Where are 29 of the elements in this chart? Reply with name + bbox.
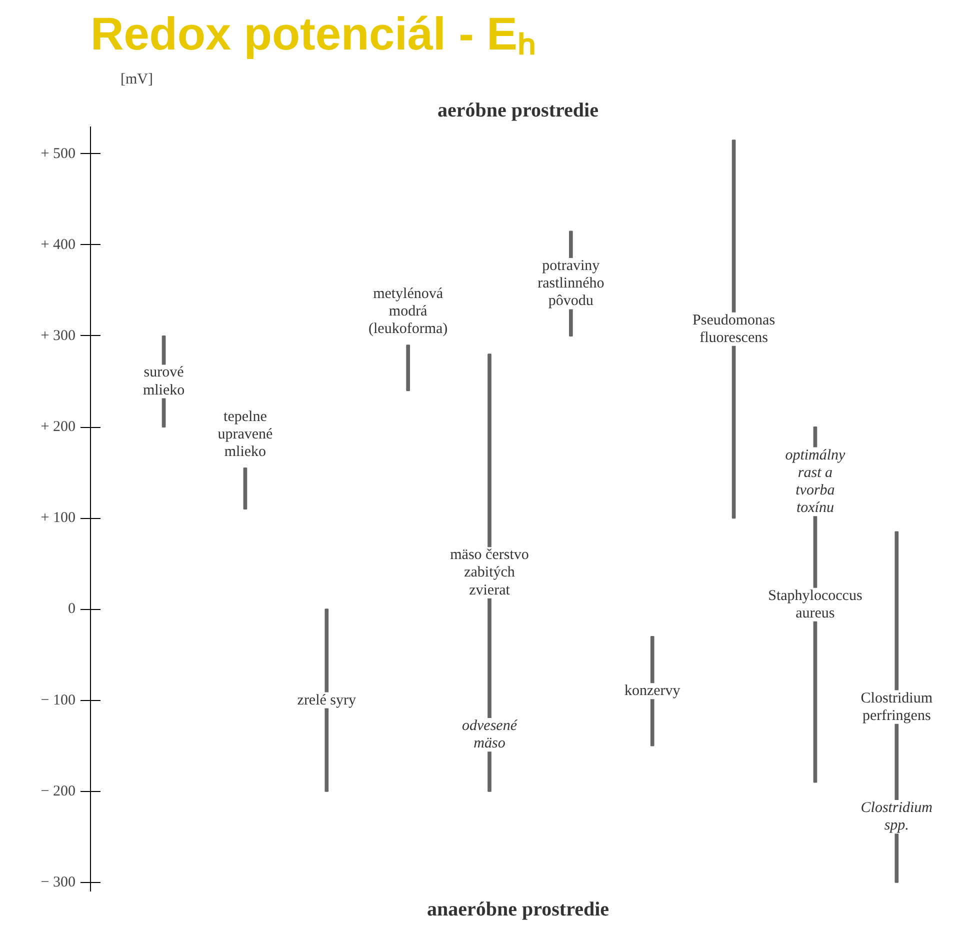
annotation: Clostridium spp.: [860, 800, 933, 834]
x-tick-label: Clostridium perfringens: [860, 690, 933, 724]
y-tick-label: − 300: [40, 874, 76, 890]
annotation: odvesené mäso: [462, 718, 518, 752]
y-tick-label: + 100: [40, 510, 76, 526]
x-tick-label: konzervy: [624, 683, 681, 700]
x-tick-label: mäso čerstvo zabitých zvierat: [450, 547, 529, 598]
bar: [243, 468, 248, 510]
x-tick-label: potraviny rastlinného pôvodu: [538, 258, 604, 310]
y-tick-label: + 400: [40, 236, 76, 253]
y-axis-title: [mV]: [120, 72, 153, 88]
annotation: optimálny rast a tvorba toxínu: [785, 447, 846, 516]
y-tick-label: + 200: [40, 419, 76, 436]
y-tick-label: − 200: [40, 783, 76, 800]
x-tick-label: Pseudomonas fluorescens: [692, 312, 776, 346]
x-tick-label: surové mlieko: [142, 364, 185, 398]
chart-title: Redox potenciál - Eₕ: [90, 8, 536, 60]
x-tick-label: Staphylococcus aureus: [768, 588, 862, 622]
y-tick-label: + 500: [40, 146, 76, 162]
text: aeróbne prostredie: [438, 100, 599, 122]
text: anaeróbne prostredie: [426, 898, 610, 920]
y-tick-label: 0: [68, 601, 76, 618]
x-tick-label: tepelne upravené mlieko: [218, 408, 274, 460]
y-tick-label: − 100: [40, 692, 76, 708]
bar: [406, 344, 410, 392]
bar: [324, 608, 329, 792]
x-tick-label: zrelé syry: [297, 692, 356, 708]
x-tick-label: metylénová modrá (leukoforma): [368, 286, 448, 338]
y-tick-label: + 300: [40, 328, 76, 344]
